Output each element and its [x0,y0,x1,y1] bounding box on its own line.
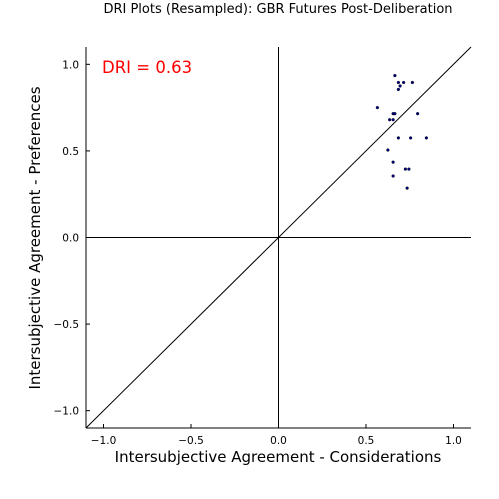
data-point [409,136,413,140]
data-point [424,136,428,140]
x-tick-label: −1.0 [91,435,117,447]
data-point [375,106,379,110]
y-tick-label: 0.5 [62,146,79,158]
x-tick-label: 1.0 [445,435,462,447]
data-point [388,118,392,122]
x-tick-label: −0.5 [178,435,204,447]
data-point [403,167,407,171]
data-point [396,80,400,85]
data-point [398,84,402,88]
data-point [391,174,395,178]
chart-title: DRI Plots (Resampled): GBR Futures Post-… [103,2,452,17]
x-tick-label: 0.0 [270,435,287,447]
reference-lines [85,46,472,429]
y-tick-label: −1.0 [54,406,80,418]
data-point [416,112,420,116]
y-tick-label: −0.5 [54,319,80,331]
y-axis-title: Intersubjective Agreement - Preferences [26,86,44,389]
data-point [407,167,411,171]
data-point [402,80,406,85]
x-axis-title: Intersubjective Agreement - Consideratio… [115,448,442,466]
data-point [410,80,414,85]
data-point [391,118,395,122]
y-tick-label: 0.0 [62,233,79,245]
data-point [393,112,397,116]
data-point [396,136,400,140]
data-point [386,148,390,152]
y-tick-label: 1.0 [62,59,79,71]
x-tick-label: 0.5 [358,435,375,447]
axis-ticks: −1.0 −0.5 0.0 0.5 1.0 −1.0 −0.5 0.0 0.5 1.0 [54,59,462,447]
data-point [396,87,400,92]
data-points [375,73,428,190]
data-point [391,160,395,164]
data-point [393,73,397,78]
dri-annotation: DRI = 0.63 [102,58,192,77]
data-point [405,186,409,190]
